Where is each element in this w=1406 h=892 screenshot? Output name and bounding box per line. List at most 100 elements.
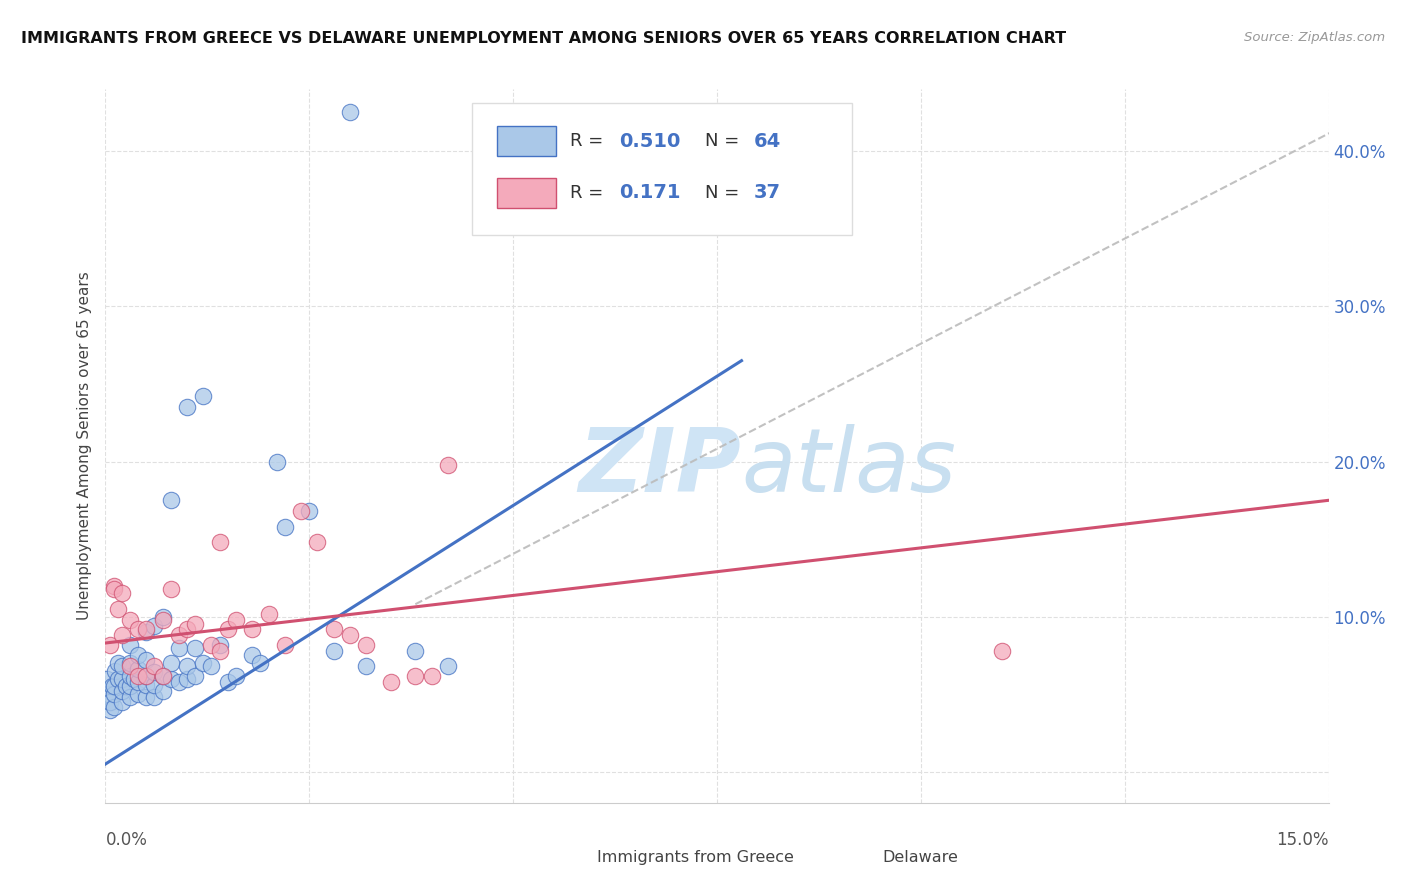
Point [184, 668, 207, 682]
Point [274, 519, 297, 533]
Point [135, 678, 157, 692]
Point [274, 638, 297, 652]
Point [118, 656, 141, 670]
Point [437, 458, 460, 472]
Point [176, 659, 198, 673]
Point [111, 672, 134, 686]
FancyBboxPatch shape [472, 103, 852, 235]
Point [200, 659, 222, 673]
Point [217, 622, 239, 636]
Point [103, 579, 125, 593]
Point [159, 582, 181, 596]
Point [339, 628, 361, 642]
Point [118, 638, 141, 652]
Point [103, 687, 125, 701]
Point [437, 659, 460, 673]
Point [167, 640, 190, 655]
Point [98, 638, 121, 652]
Point [115, 680, 138, 694]
Point [322, 622, 344, 636]
Text: 0.510: 0.510 [619, 132, 681, 151]
Point [404, 644, 426, 658]
Point [111, 684, 134, 698]
Point [143, 690, 166, 705]
Point [184, 617, 207, 632]
Text: Immigrants from Greece: Immigrants from Greece [598, 850, 794, 865]
Point [152, 609, 174, 624]
Point [135, 668, 157, 682]
Point [107, 656, 129, 670]
FancyBboxPatch shape [540, 847, 586, 871]
Point [143, 659, 166, 673]
Point [118, 690, 141, 705]
Point [200, 638, 222, 652]
Point [193, 389, 215, 403]
Point [380, 674, 402, 689]
Point [208, 638, 231, 652]
Point [217, 674, 239, 689]
Point [225, 613, 247, 627]
Point [97, 687, 120, 701]
Point [98, 703, 121, 717]
Point [298, 504, 321, 518]
Point [404, 668, 426, 682]
Point [152, 684, 174, 698]
Point [118, 613, 141, 627]
Point [98, 695, 121, 709]
Point [135, 690, 157, 705]
Point [159, 672, 181, 686]
Point [257, 607, 280, 621]
Text: 15.0%: 15.0% [1277, 830, 1329, 848]
Point [103, 699, 125, 714]
Point [290, 504, 312, 518]
Point [249, 656, 271, 670]
Point [159, 656, 181, 670]
Text: 64: 64 [754, 132, 780, 151]
Point [143, 678, 166, 692]
Text: Source: ZipAtlas.com: Source: ZipAtlas.com [1244, 31, 1385, 45]
Point [356, 638, 378, 652]
Text: atlas: atlas [741, 425, 956, 510]
Point [307, 535, 329, 549]
FancyBboxPatch shape [496, 127, 555, 156]
Point [103, 680, 125, 694]
Point [208, 644, 231, 658]
Point [135, 625, 157, 640]
Point [107, 672, 129, 686]
Point [127, 662, 149, 676]
Point [152, 668, 174, 682]
Point [135, 668, 157, 682]
Text: Delaware: Delaware [882, 850, 957, 865]
Text: 0.171: 0.171 [619, 183, 681, 202]
Text: N =: N = [704, 132, 745, 150]
Point [101, 680, 124, 694]
Point [118, 668, 141, 682]
Point [420, 668, 443, 682]
Point [167, 628, 190, 642]
Point [225, 668, 247, 682]
Point [159, 493, 181, 508]
Point [322, 644, 344, 658]
Point [118, 680, 141, 694]
Point [135, 653, 157, 667]
Point [143, 619, 166, 633]
Point [176, 401, 198, 415]
Point [240, 648, 263, 663]
Point [111, 695, 134, 709]
Point [152, 668, 174, 682]
Point [193, 656, 215, 670]
Point [339, 105, 361, 120]
Point [127, 668, 149, 682]
Text: R =: R = [571, 132, 609, 150]
Point [240, 622, 263, 636]
Point [111, 586, 134, 600]
Point [167, 674, 190, 689]
Point [103, 582, 125, 596]
Point [135, 622, 157, 636]
Y-axis label: Unemployment Among Seniors over 65 years: Unemployment Among Seniors over 65 years [77, 272, 93, 620]
Point [176, 672, 198, 686]
Text: IMMIGRANTS FROM GREECE VS DELAWARE UNEMPLOYMENT AMONG SENIORS OVER 65 YEARS CORR: IMMIGRANTS FROM GREECE VS DELAWARE UNEMP… [21, 31, 1066, 46]
Point [127, 648, 149, 663]
Point [991, 644, 1014, 658]
Text: 37: 37 [754, 183, 780, 202]
